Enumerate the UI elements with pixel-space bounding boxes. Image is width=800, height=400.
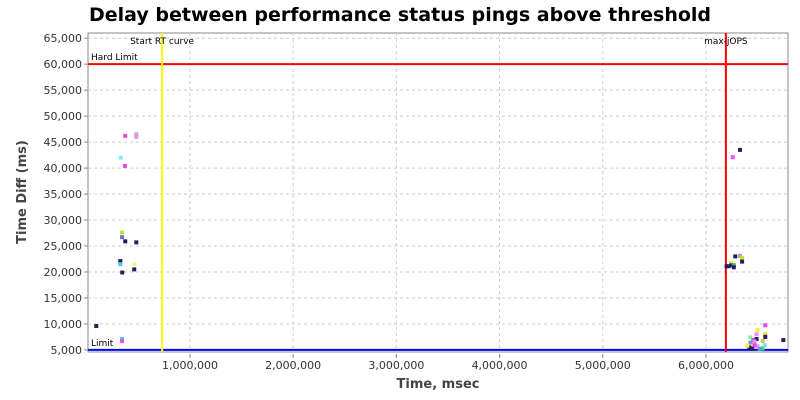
y-axis-label: Time Diff (ms) bbox=[15, 140, 30, 244]
data-point bbox=[738, 253, 743, 258]
data-point bbox=[120, 235, 125, 240]
data-point bbox=[134, 132, 139, 137]
data-point bbox=[752, 343, 757, 348]
data-point bbox=[750, 346, 755, 351]
plot-area bbox=[87, 32, 789, 353]
data-point bbox=[132, 262, 137, 267]
chart-title: Delay between performance status pings a… bbox=[89, 4, 711, 26]
data-point bbox=[729, 263, 734, 268]
data-point bbox=[123, 133, 128, 138]
data-point bbox=[754, 337, 759, 342]
data-point bbox=[781, 338, 786, 343]
data-point bbox=[122, 164, 127, 169]
data-point bbox=[752, 339, 757, 344]
reference-line-label: Start RT curve bbox=[130, 37, 194, 47]
data-point bbox=[730, 155, 735, 160]
data-point bbox=[118, 155, 123, 160]
x-tick-label: 5,000,000 bbox=[575, 359, 631, 372]
data-point bbox=[763, 323, 768, 328]
y-tick-label: 30,000 bbox=[44, 214, 83, 227]
data-point bbox=[733, 254, 738, 259]
x-tick-label: 1,000,000 bbox=[162, 359, 218, 372]
data-point bbox=[94, 324, 99, 329]
x-axis-label: Time, msec bbox=[397, 377, 480, 392]
data-point bbox=[118, 259, 123, 264]
x-tick-label: 2,000,000 bbox=[265, 359, 321, 372]
data-point bbox=[132, 267, 137, 272]
reference-line-label: Limit bbox=[91, 339, 114, 349]
y-tick-label: 25,000 bbox=[44, 240, 83, 253]
y-tick-label: 20,000 bbox=[44, 266, 83, 279]
reference-line-label: max-jOPS bbox=[704, 37, 748, 47]
data-point bbox=[755, 327, 760, 332]
data-point bbox=[726, 264, 731, 269]
data-point bbox=[760, 339, 765, 344]
data-point bbox=[731, 263, 736, 268]
data-point bbox=[134, 240, 139, 245]
y-tick-label: 60,000 bbox=[44, 58, 83, 71]
y-tick-label: 40,000 bbox=[44, 162, 83, 175]
y-tick-label: 15,000 bbox=[44, 292, 83, 305]
y-tick-label: 10,000 bbox=[44, 318, 83, 331]
data-point bbox=[745, 343, 750, 348]
data-point bbox=[748, 335, 753, 340]
y-tick-label: 55,000 bbox=[44, 84, 83, 97]
data-point bbox=[740, 259, 745, 264]
data-point bbox=[120, 337, 125, 342]
data-point bbox=[763, 334, 768, 339]
data-point bbox=[123, 239, 128, 244]
data-point bbox=[729, 260, 734, 265]
data-point bbox=[754, 332, 759, 337]
reference-line-label: Hard Limit bbox=[91, 53, 138, 63]
x-tick-label: 6,000,000 bbox=[678, 359, 734, 372]
data-point bbox=[118, 262, 123, 267]
data-point bbox=[120, 230, 125, 235]
y-tick-label: 5,000 bbox=[51, 344, 83, 357]
data-point bbox=[120, 270, 125, 275]
y-tick-label: 45,000 bbox=[44, 136, 83, 149]
data-point bbox=[738, 147, 743, 152]
data-point bbox=[760, 346, 765, 351]
data-point bbox=[134, 134, 139, 139]
data-point bbox=[747, 345, 752, 350]
data-point bbox=[748, 340, 753, 345]
data-point bbox=[724, 264, 729, 269]
data-point bbox=[763, 332, 768, 337]
y-tick-label: 65,000 bbox=[44, 32, 83, 45]
x-tick-label: 4,000,000 bbox=[472, 359, 528, 372]
y-tick-label: 35,000 bbox=[44, 188, 83, 201]
data-point bbox=[740, 255, 745, 260]
data-point bbox=[120, 339, 125, 344]
data-point bbox=[731, 265, 736, 270]
data-point bbox=[762, 343, 767, 348]
data-point bbox=[757, 346, 762, 351]
data-point bbox=[755, 344, 760, 349]
y-tick-label: 50,000 bbox=[44, 110, 83, 123]
x-tick-label: 3,000,000 bbox=[368, 359, 424, 372]
